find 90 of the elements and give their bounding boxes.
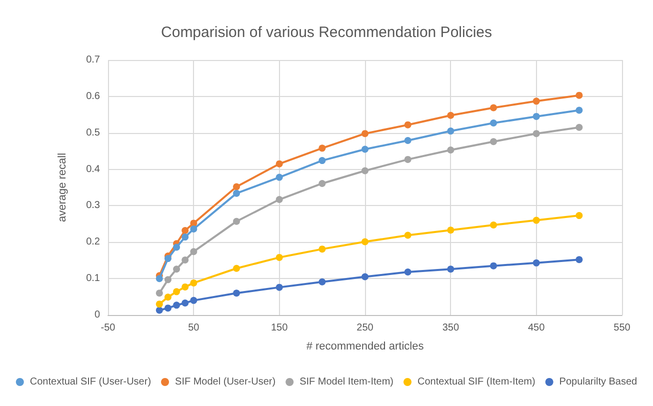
point [490,104,497,112]
point [490,222,497,229]
point [156,306,163,314]
point [576,92,583,99]
y-tick-label: 0.5 [86,127,100,138]
point [233,290,240,297]
point [173,288,180,296]
point [447,128,454,135]
point [190,296,198,304]
point [190,226,198,233]
point [233,183,240,190]
point [173,244,180,251]
point [164,276,172,284]
point [404,232,412,239]
y-tick-label: 0.7 [86,54,100,66]
point [447,146,454,154]
x-tick-label: 150 [270,322,288,334]
point [362,167,368,174]
point [362,146,368,153]
point [164,294,172,301]
point [318,157,326,164]
point [173,302,180,309]
point [182,256,189,264]
point [182,283,189,290]
point [532,259,540,266]
y-tick-label: 0.6 [86,90,100,102]
x-tick-label: 550 [614,322,631,334]
point [490,138,497,146]
point [318,180,326,187]
point [490,120,497,127]
point [173,266,180,273]
point [233,190,240,197]
x-tick-label: 350 [442,322,460,334]
x-axis-title: # recommended articles [306,340,424,352]
y-axis-title: average recall [56,152,68,222]
point [362,273,368,280]
y-tick-label: 0 [94,310,100,320]
point [233,264,240,272]
point [182,234,189,241]
legend-label: SIF Model Item-Item) [300,376,394,388]
point [576,212,583,220]
point [276,196,283,204]
point [190,248,198,256]
point [276,254,283,261]
y-tick-label: 0.3 [86,200,100,212]
point [276,174,283,181]
y-tick-label: 0.2 [86,236,100,248]
point [156,290,163,297]
legend-label: Popularilty Based [559,376,638,388]
point [233,218,240,225]
point [404,137,412,144]
chart-title: Comparision of various Recommendation Policies [161,24,492,41]
point [576,256,583,264]
point [156,275,163,282]
legend-label: Contextual SIF (User-User) [30,376,152,388]
x-tick-label: 450 [528,322,546,334]
point [182,226,189,234]
point [532,112,540,120]
point [576,106,583,114]
point [532,216,540,224]
point [576,124,583,131]
point [404,121,412,128]
point [318,278,326,286]
x-tick-label: -50 [100,322,116,334]
legend-label: Contextual SIF (Item-Item) [417,376,536,388]
y-tick-label: 0.4 [86,164,100,175]
point [318,246,326,253]
point [190,279,198,286]
point [276,284,283,291]
legend-label: SIF Model (User-User) [175,376,276,388]
point [276,160,283,168]
x-tick-label: 250 [356,322,374,334]
point [362,238,368,246]
point [490,262,497,270]
point [362,130,368,138]
point [182,299,189,306]
point [156,300,163,308]
point [447,266,454,273]
point [447,226,454,234]
point [318,144,326,152]
point [532,98,540,105]
point [532,130,540,138]
point [447,112,454,119]
point [190,220,198,227]
point [404,268,412,276]
y-tick-label: 0.1 [86,273,100,284]
point [164,304,172,312]
point [164,255,172,262]
point [404,156,412,163]
x-tick-label: 50 [188,322,200,334]
